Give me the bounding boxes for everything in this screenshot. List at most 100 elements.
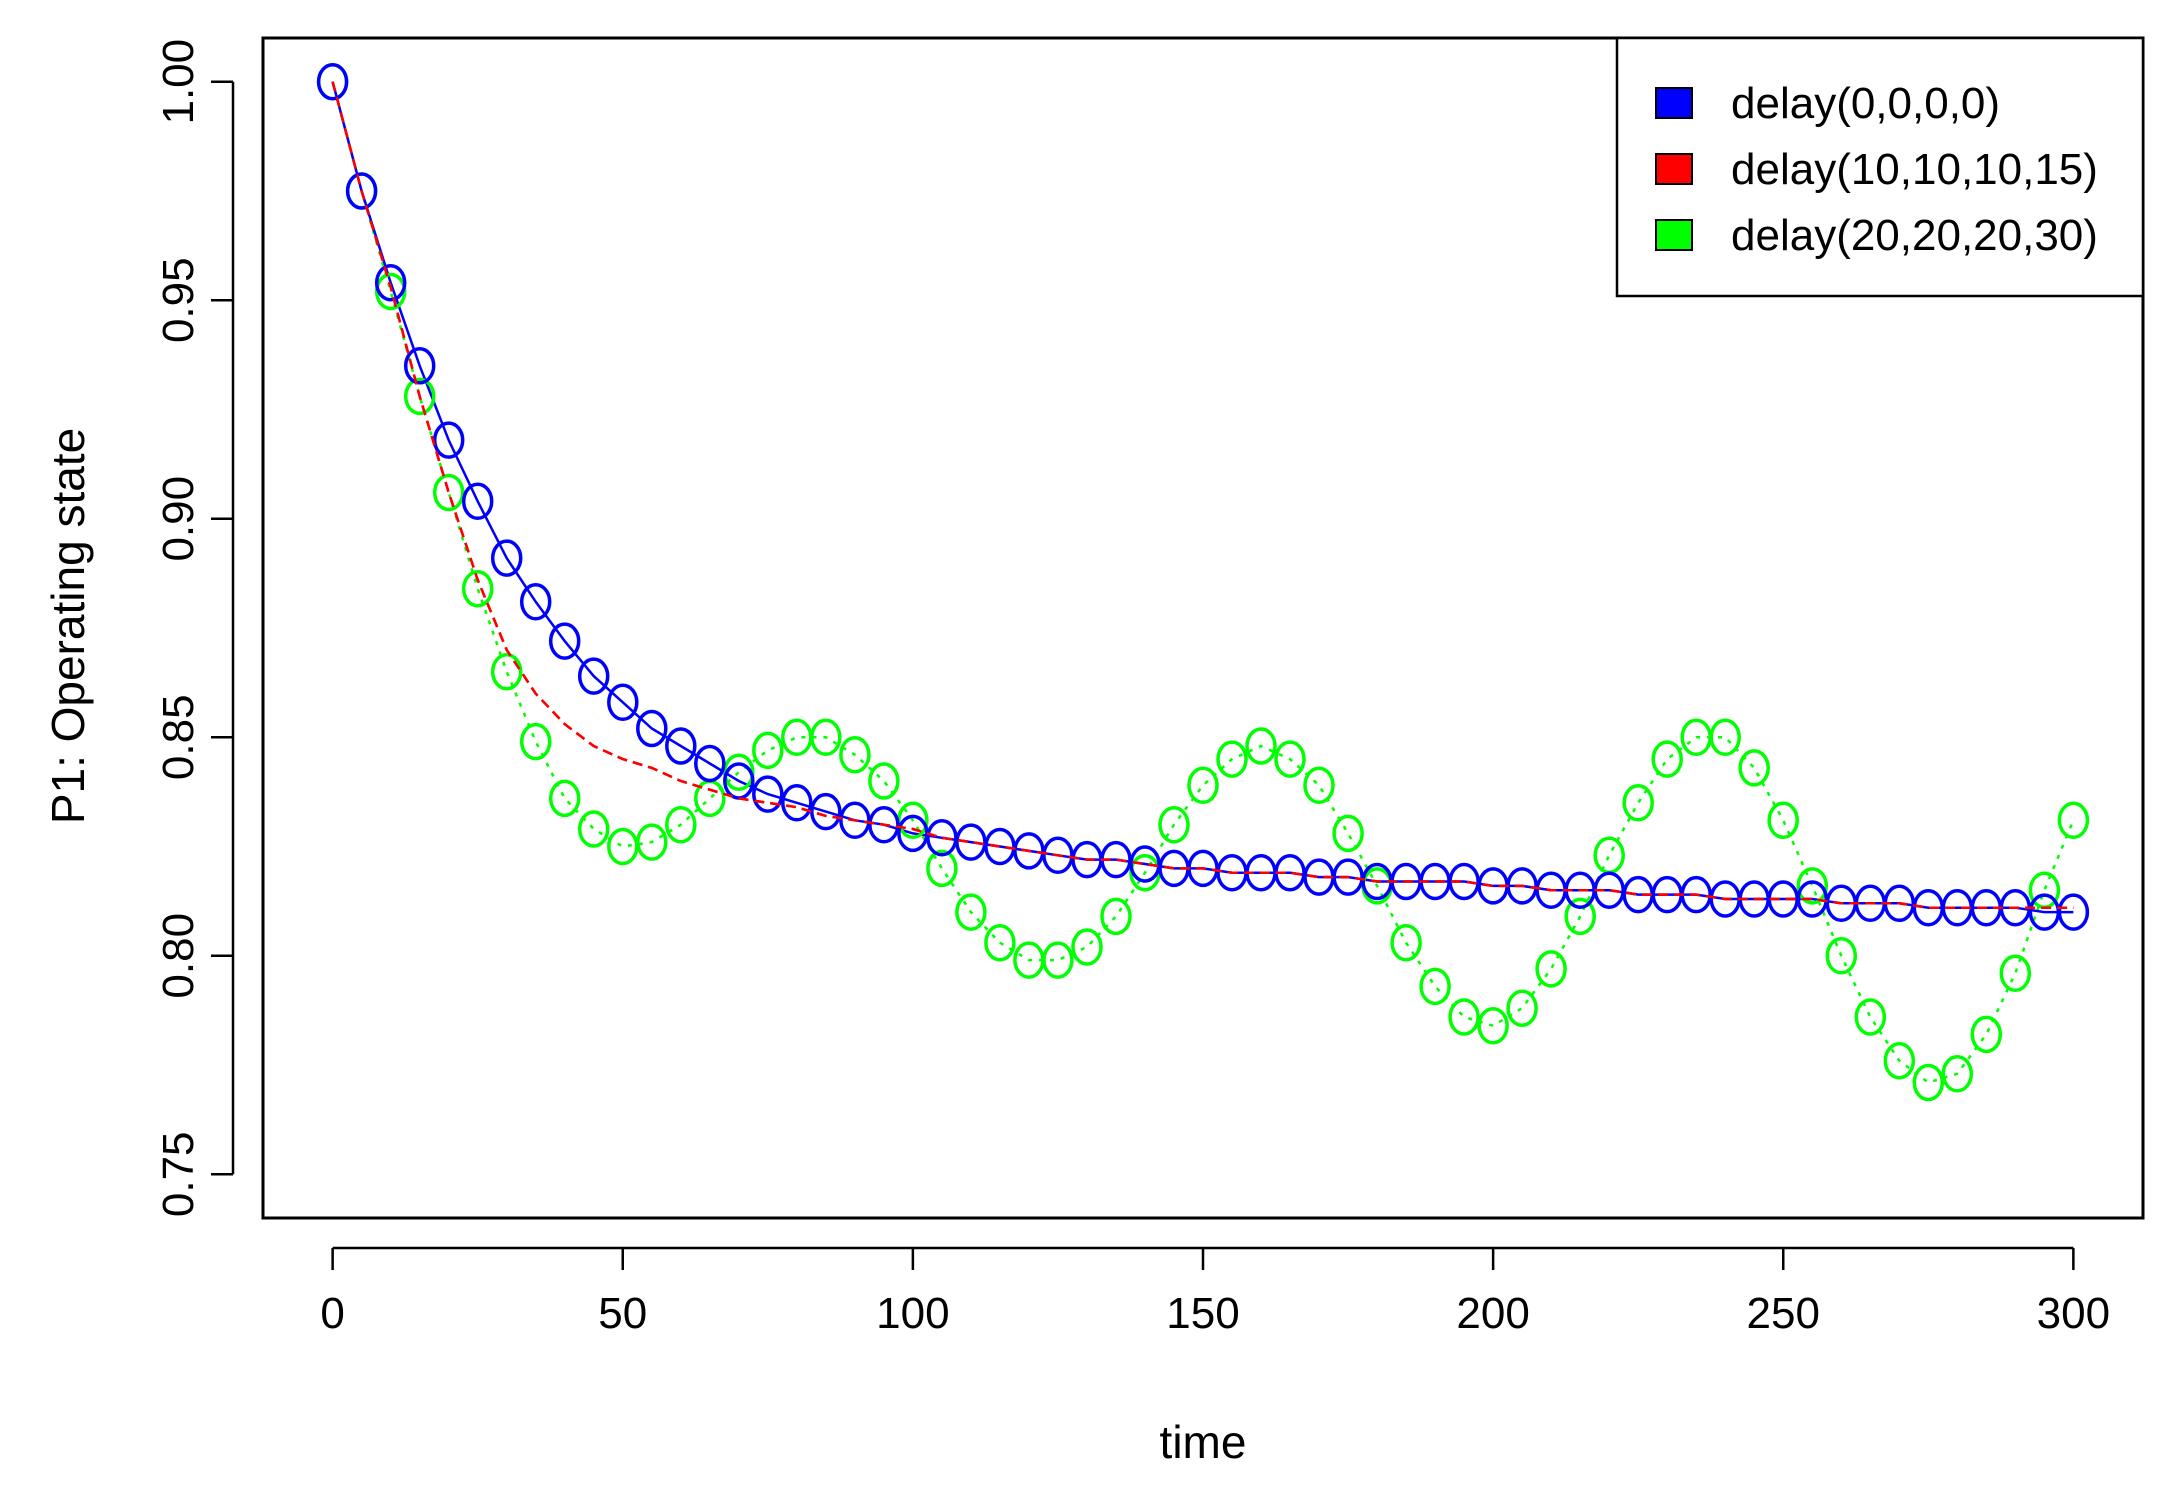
series-point-2: [1274, 740, 1306, 778]
y-axis-title: P1: Operating state: [42, 428, 94, 824]
series-point-2: [781, 718, 813, 757]
series-point-0: [868, 805, 900, 844]
x-tick-label: 150: [1166, 1289, 1239, 1338]
series-point-0: [694, 744, 726, 783]
series-point-0: [577, 657, 610, 695]
series-point-2: [1825, 937, 1858, 975]
legend-swatch-delay10: [1655, 153, 1693, 185]
series-point-2: [752, 731, 784, 770]
series-point-2: [1245, 727, 1277, 765]
series-point-2: [1216, 740, 1248, 778]
series-point-0: [810, 792, 842, 831]
series-point-0: [316, 62, 349, 101]
series-point-2: [1390, 923, 1422, 962]
series-point-2: [1071, 928, 1103, 966]
legend: delay(0,0,0,0) delay(10,10,10,15) delay(…: [1615, 36, 2145, 298]
y-tick-label: 0.85: [154, 694, 203, 780]
series-point-2: [1883, 1041, 1916, 1080]
series-point-2: [1593, 836, 1625, 875]
legend-swatch-delay0: [1655, 87, 1693, 119]
legend-label-delay20: delay(20,20,20,30): [1731, 211, 2098, 260]
series-point-2: [461, 569, 494, 608]
x-tick-label: 0: [320, 1289, 344, 1338]
series-point-2: [1912, 1063, 1945, 1102]
series-point-0: [752, 775, 784, 813]
x-axis-title: time: [1160, 1416, 1247, 1468]
series-point-0: [2057, 893, 2090, 931]
series-point-2: [1332, 814, 1364, 853]
series-point-2: [723, 753, 755, 791]
series-point-2: [403, 377, 436, 416]
series-point-2: [490, 652, 523, 691]
series-point-2: [1477, 1006, 1509, 1045]
series-point-2: [577, 810, 610, 848]
x-tick-label: 250: [1747, 1289, 1820, 1338]
series-point-2: [1187, 766, 1219, 805]
x-tick-label: 300: [2037, 1289, 2110, 1338]
series-point-2: [926, 849, 958, 888]
series-point-2: [1622, 784, 1654, 822]
x-tick-label: 50: [598, 1289, 647, 1338]
y-tick-label: 0.80: [154, 913, 203, 999]
series-point-2: [607, 827, 639, 866]
series-point-2: [1738, 749, 1770, 787]
series-point-2: [374, 272, 407, 311]
series-point-2: [1303, 766, 1335, 805]
series-point-2: [1970, 1015, 2003, 1054]
series-point-2: [2057, 801, 2090, 840]
series-point-0: [461, 482, 494, 521]
series-point-0: [607, 683, 639, 722]
series-point-2: [1767, 801, 1799, 840]
legend-label-delay0: delay(0,0,0,0): [1731, 79, 2000, 128]
x-tick-label: 100: [876, 1289, 949, 1338]
series-point-2: [1535, 950, 1567, 988]
series-point-0: [403, 347, 436, 385]
series-point-0: [374, 263, 407, 302]
series-point-0: [665, 727, 697, 765]
series-line-1-top: [331, 81, 2074, 909]
series-point-2: [1796, 867, 1829, 905]
series-point-2: [432, 473, 465, 512]
series-point-0: [781, 784, 813, 822]
series-point-2: [984, 923, 1016, 962]
series-point-2: [1854, 998, 1887, 1036]
y-axis: 0.75 0.80 0.85 0.90 0.95 1.00: [154, 39, 235, 1217]
series-layer: [316, 62, 2090, 1102]
series-point-0: [519, 583, 552, 621]
series-point-2: [1564, 897, 1596, 936]
series-point-0: [636, 709, 668, 748]
series-point-0: [432, 421, 465, 459]
series-point-2: [636, 823, 668, 861]
series-point-2: [1941, 1055, 1974, 1093]
legend-swatch-delay20: [1655, 219, 1693, 251]
series-point-2: [1158, 805, 1190, 844]
series-point-0: [345, 172, 378, 210]
series-point-2: [519, 722, 552, 761]
series-point-2: [1709, 718, 1741, 757]
series-point-2: [810, 718, 842, 757]
series-point-0: [490, 539, 523, 577]
series-point-2: [868, 762, 900, 800]
y-tick-label: 0.95: [154, 257, 203, 343]
series-point-2: [1042, 941, 1074, 979]
x-tick-label: 200: [1456, 1289, 1529, 1338]
series-point-0: [548, 622, 581, 660]
series-point-2: [1419, 967, 1451, 1006]
series-point-2: [955, 893, 987, 931]
y-tick-label: 1.00: [154, 39, 203, 125]
legend-label-delay10: delay(10,10,10,15): [1731, 145, 2098, 194]
series-point-2: [839, 735, 871, 774]
legend-box: [1615, 36, 2145, 298]
y-tick-label: 0.75: [154, 1131, 203, 1217]
series-point-2: [665, 805, 697, 844]
series-point-2: [1506, 989, 1538, 1027]
series-point-2: [548, 779, 581, 818]
plot-frame: [261, 36, 2145, 1220]
series-point-2: [1651, 740, 1683, 778]
series-point-2: [1999, 954, 2032, 993]
series-point-2: [1448, 998, 1480, 1036]
series-point-2: [1100, 897, 1132, 936]
y-tick-label: 0.90: [154, 476, 203, 562]
x-axis: 0 50 100 150 200 250 300: [320, 1246, 2110, 1338]
